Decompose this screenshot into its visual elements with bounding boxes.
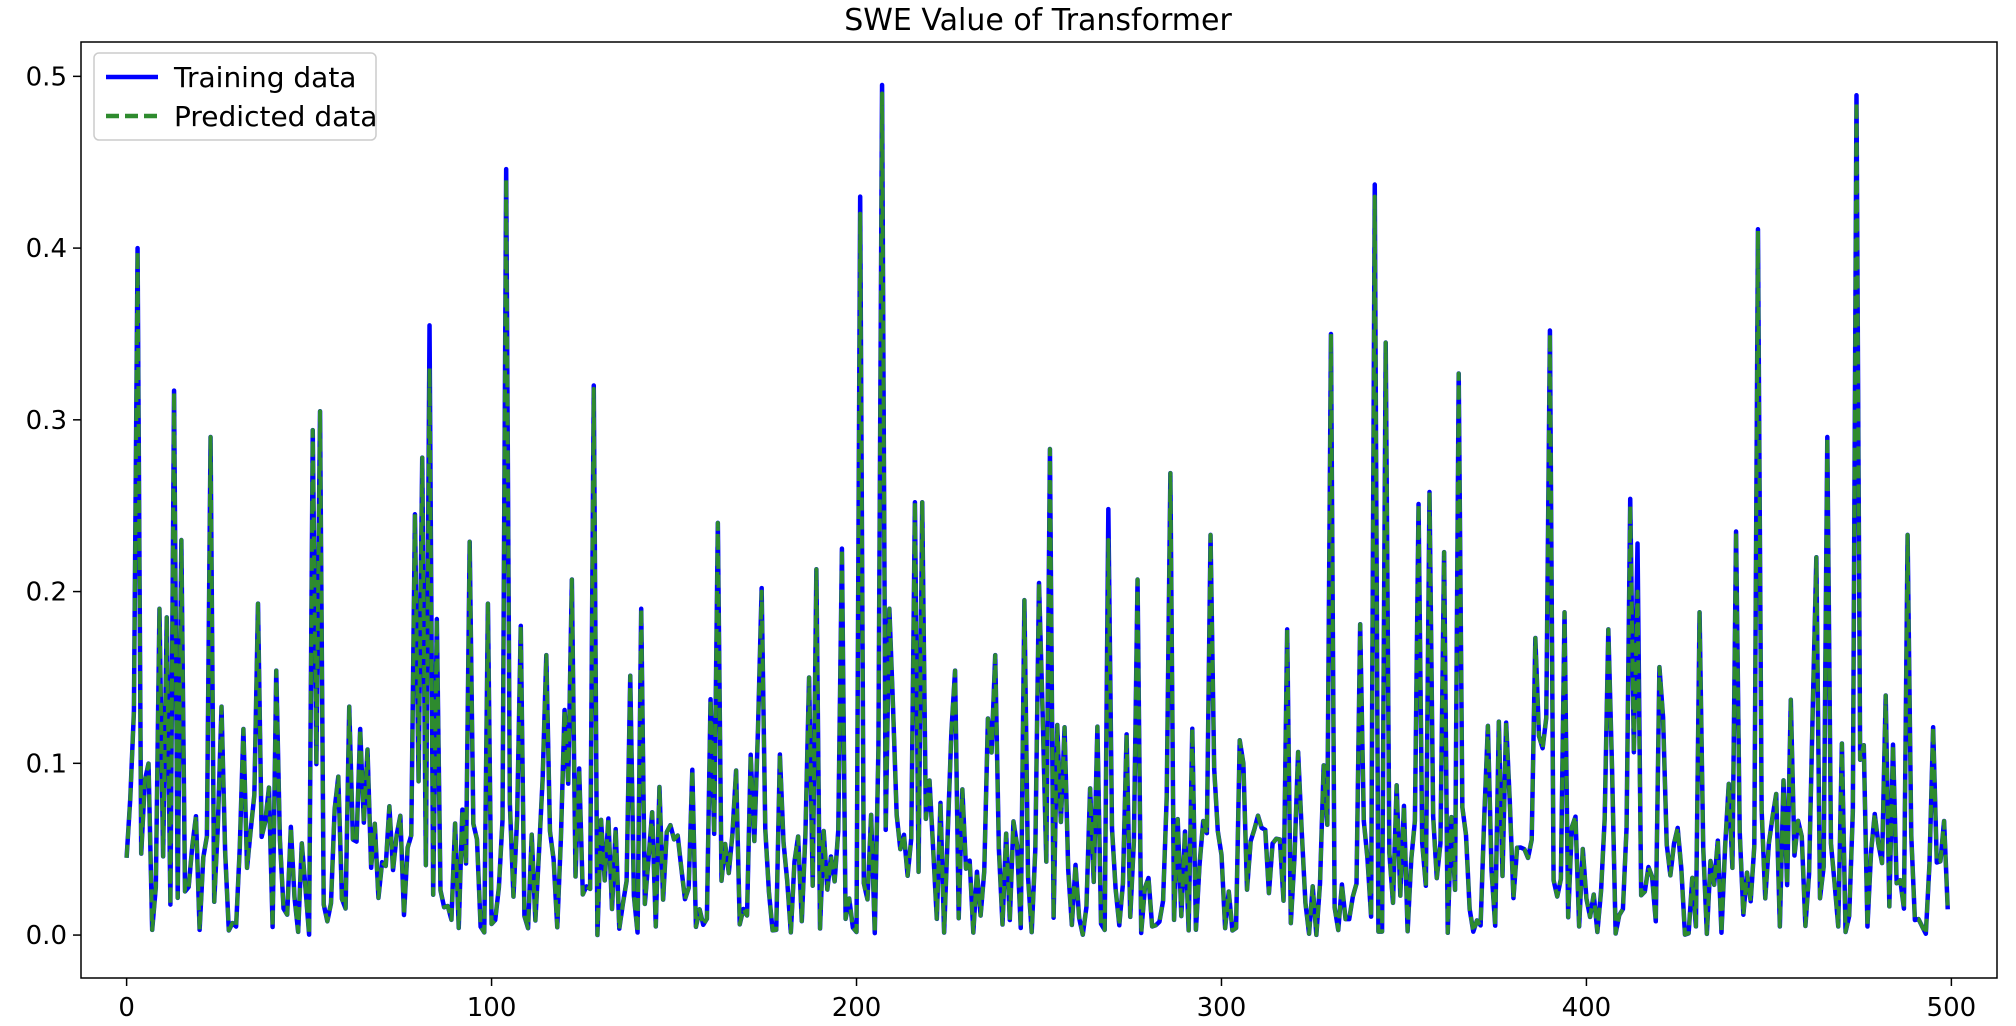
plot-frame <box>80 41 1998 979</box>
y-tick-label: 0.1 <box>26 749 67 779</box>
y-tick-label: 0.2 <box>26 578 67 608</box>
x-tick-label: 400 <box>1562 993 1612 1022</box>
chart-title: SWE Value of Transformer <box>844 3 1232 38</box>
series-layer <box>124 82 1950 938</box>
x-tick-label: 0 <box>118 993 135 1022</box>
legend: Training data Predicted data <box>93 52 377 141</box>
y-tick-label: 0.3 <box>26 406 67 436</box>
x-tick-label: 200 <box>832 993 882 1022</box>
legend-label-training-data: Training data <box>173 61 356 94</box>
y-tick-label: 0.0 <box>26 921 67 951</box>
legend-box <box>93 52 377 141</box>
x-tick-label: 300 <box>1197 993 1247 1022</box>
y-axis: 0.0 0.1 0.2 0.3 0.4 0.5 <box>26 62 81 951</box>
x-tick-label: 100 <box>467 993 517 1022</box>
series-line-predicted-data <box>124 91 1950 938</box>
legend-label-predicted-data: Predicted data <box>174 100 377 133</box>
x-tick-label: 500 <box>1927 993 1977 1022</box>
y-tick-label: 0.4 <box>26 234 67 264</box>
x-axis: 0 100 200 300 400 500 <box>118 978 1977 1023</box>
plot-area <box>124 82 1950 938</box>
y-tick-label: 0.5 <box>26 62 67 92</box>
